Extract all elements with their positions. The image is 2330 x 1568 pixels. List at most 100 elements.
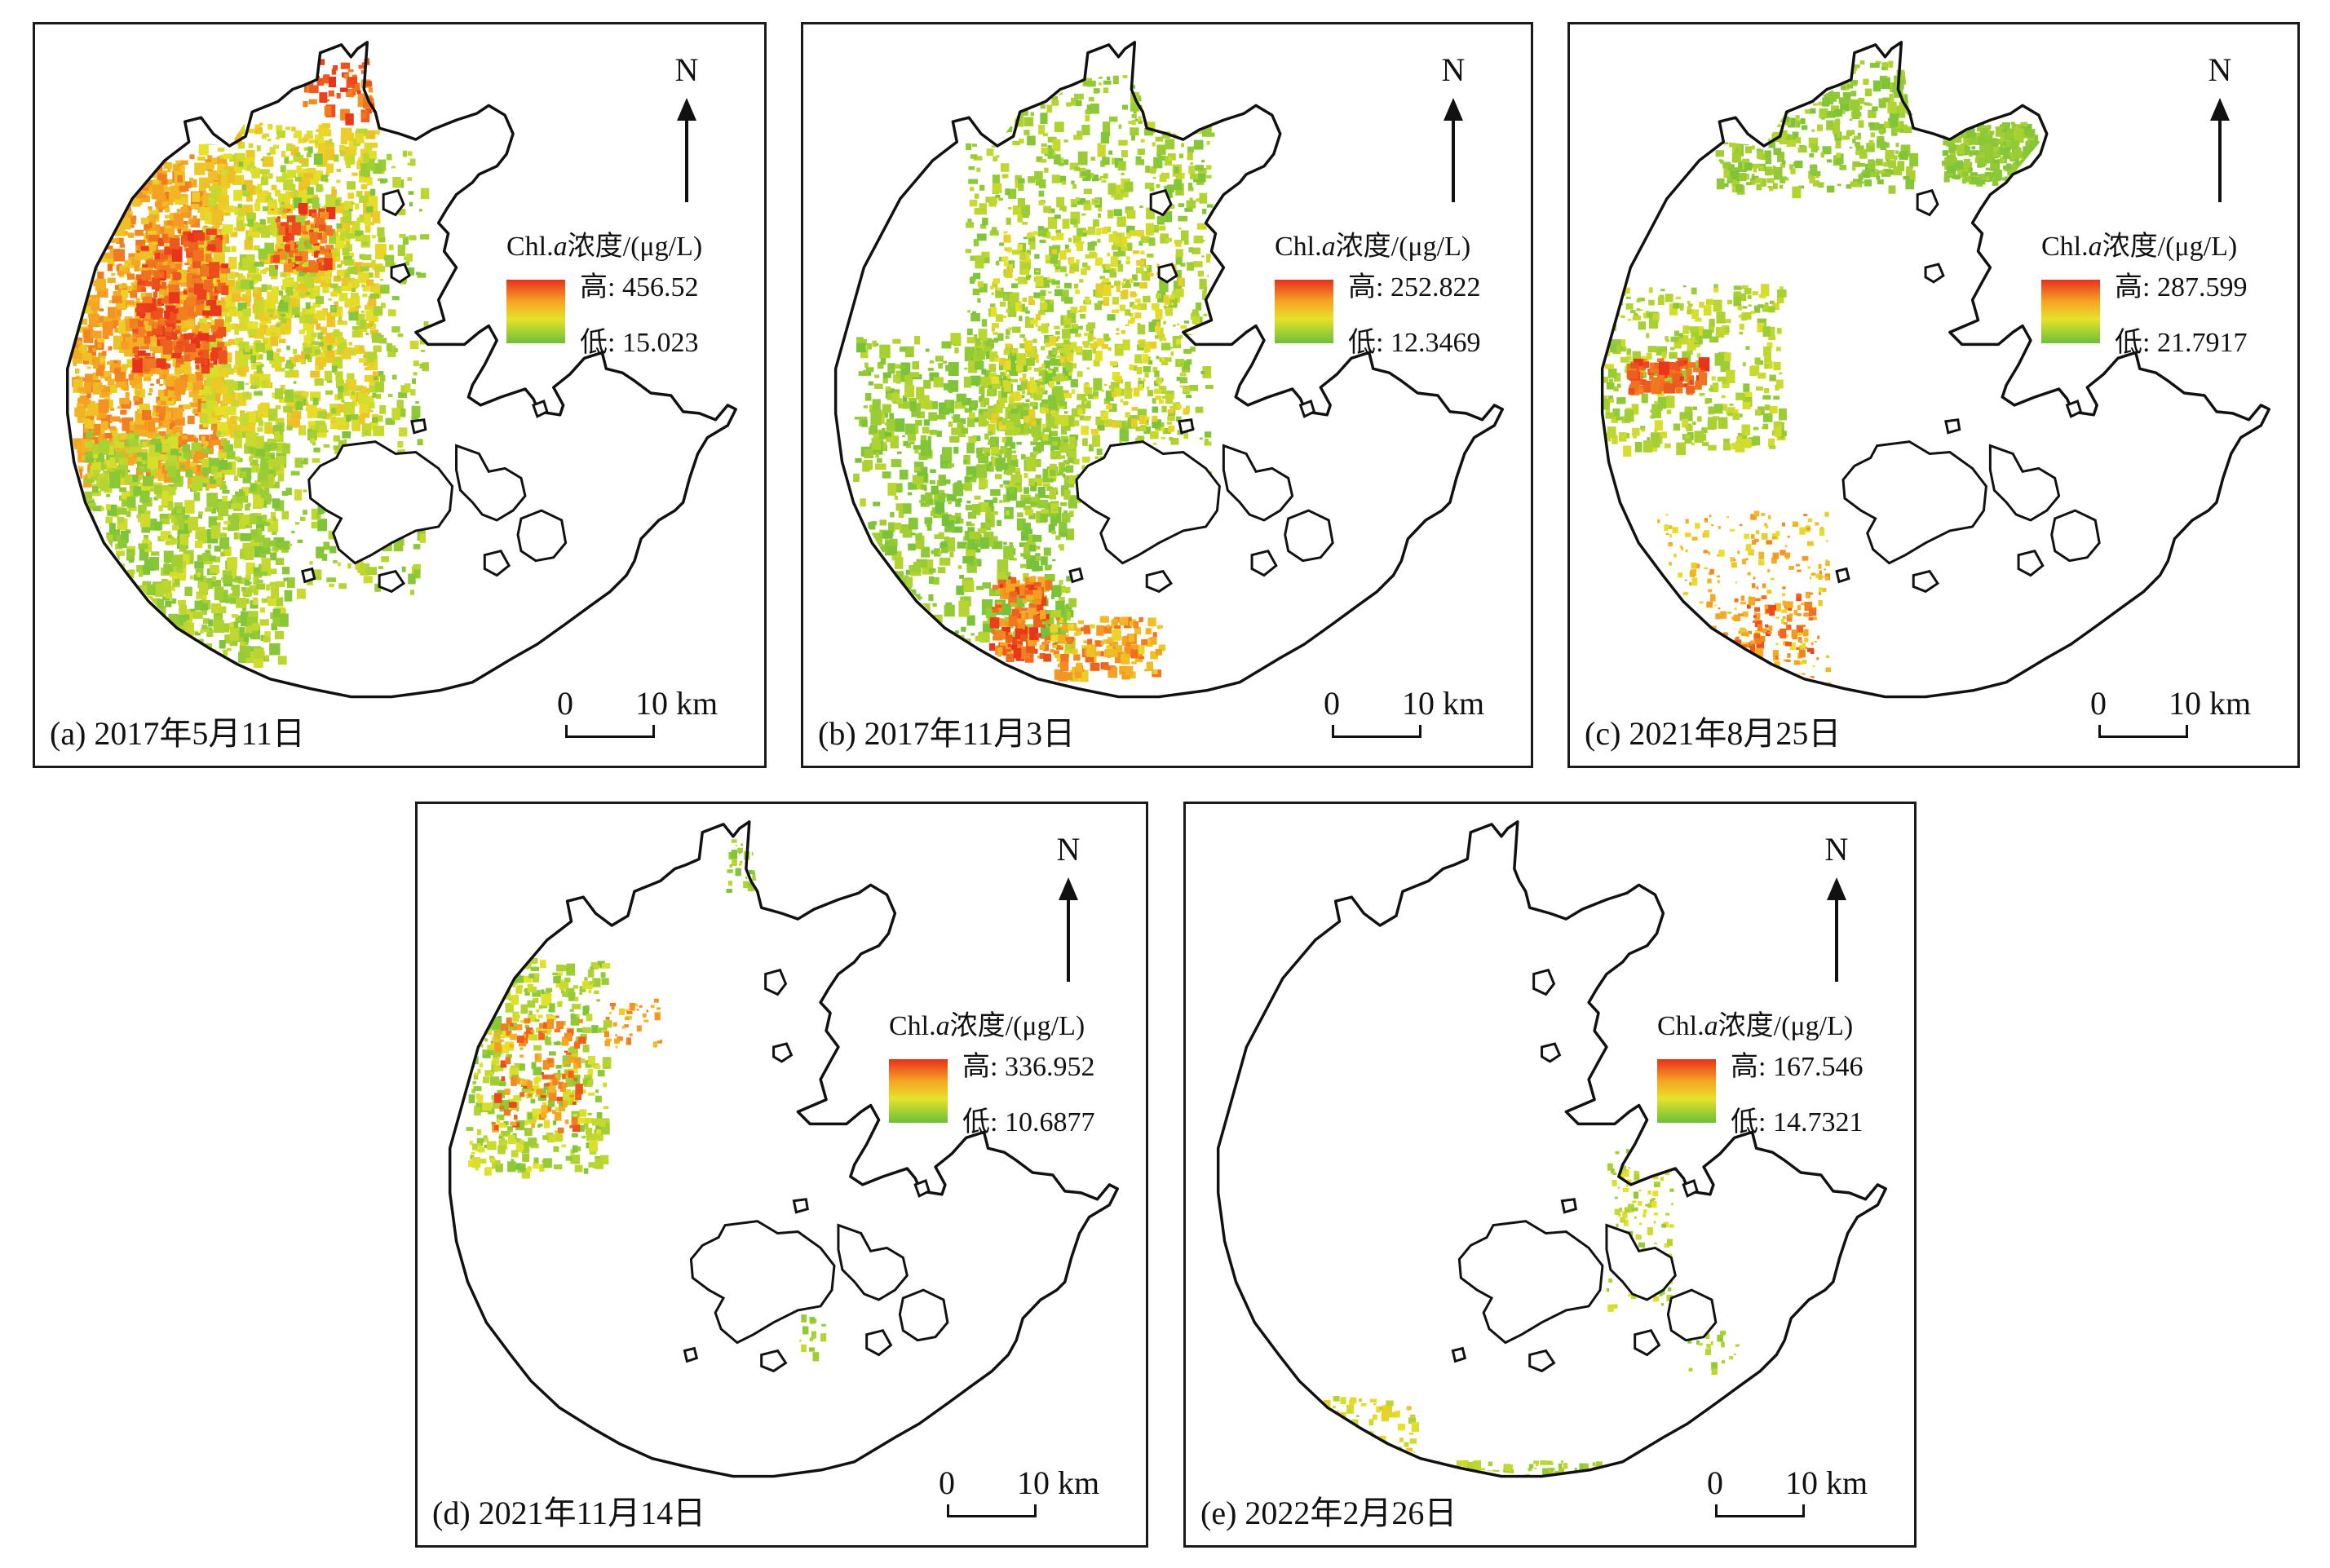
chl-pixel bbox=[217, 342, 225, 348]
chl-pixel bbox=[107, 197, 113, 202]
chl-pixel bbox=[252, 222, 263, 232]
chl-pixel bbox=[1062, 512, 1071, 523]
chl-pixel bbox=[117, 651, 129, 665]
chl-pixel bbox=[397, 333, 404, 338]
chl-pixel bbox=[94, 298, 98, 303]
chl-pixel bbox=[280, 328, 285, 335]
chl-pixel bbox=[130, 424, 137, 431]
chl-pixel bbox=[877, 616, 885, 622]
chl-pixel bbox=[335, 337, 345, 345]
chl-pixel bbox=[347, 373, 355, 383]
chl-pixel bbox=[259, 256, 265, 264]
chl-pixel bbox=[421, 350, 426, 352]
chl-pixel bbox=[895, 364, 900, 369]
chl-pixel bbox=[135, 240, 146, 245]
chl-pixel bbox=[1019, 542, 1028, 548]
chl-pixel bbox=[192, 408, 199, 414]
chl-pixel bbox=[92, 484, 98, 488]
chl-pixel bbox=[267, 495, 272, 502]
chl-pixel bbox=[891, 459, 902, 468]
chl-pixel bbox=[361, 254, 372, 261]
chl-pixel bbox=[92, 372, 99, 381]
chl-pixel bbox=[321, 554, 328, 561]
chl-pixel bbox=[287, 232, 294, 242]
chl-pixel bbox=[92, 179, 97, 183]
chl-pixel bbox=[311, 332, 317, 338]
chl-pixel bbox=[217, 156, 228, 164]
chl-pixel bbox=[325, 357, 329, 362]
chl-pixel bbox=[318, 342, 324, 347]
chl-pixel bbox=[233, 227, 238, 232]
chl-pixel bbox=[247, 280, 254, 289]
chl-pixel bbox=[1001, 174, 1009, 179]
chl-pixel bbox=[1095, 416, 1105, 426]
chl-pixel bbox=[1061, 467, 1070, 472]
chl-pixel bbox=[174, 379, 186, 395]
chl-pixel bbox=[100, 199, 105, 204]
chl-pixel bbox=[135, 467, 144, 478]
chl-pixel bbox=[1047, 136, 1057, 143]
chl-pixel bbox=[281, 151, 286, 157]
chl-pixel bbox=[172, 524, 179, 531]
chl-pixel bbox=[885, 638, 896, 654]
chl-pixel bbox=[930, 639, 935, 643]
chl-pixel bbox=[877, 361, 884, 369]
chl-pixel bbox=[183, 320, 194, 328]
chl-pixel bbox=[275, 366, 281, 372]
chl-pixel bbox=[337, 269, 345, 276]
chl-pixel bbox=[183, 204, 189, 213]
chl-pixel bbox=[78, 169, 90, 175]
chl-pixel bbox=[285, 143, 293, 152]
chl-pixel bbox=[1172, 325, 1176, 327]
chl-pixel bbox=[253, 245, 260, 251]
chl-pixel bbox=[331, 189, 337, 197]
chl-pixel bbox=[1131, 119, 1136, 126]
chl-pixel bbox=[262, 156, 274, 167]
chl-pixel bbox=[245, 562, 255, 575]
chl-pixel bbox=[308, 99, 317, 104]
chl-pixel bbox=[866, 342, 872, 350]
chl-pixel bbox=[360, 266, 369, 272]
chl-pixel bbox=[143, 640, 153, 653]
chl-pixel bbox=[107, 206, 117, 214]
chl-pixel bbox=[190, 219, 201, 227]
chl-pixel bbox=[261, 480, 269, 487]
chl-pixel bbox=[132, 603, 141, 615]
chl-pixel bbox=[257, 579, 263, 584]
chl-pixel bbox=[347, 77, 358, 84]
chl-pixel bbox=[153, 622, 157, 627]
chl-pixel bbox=[76, 183, 84, 195]
chl-pixel bbox=[1072, 408, 1080, 417]
chl-pixel bbox=[135, 155, 143, 166]
chl-pixel bbox=[1024, 509, 1034, 516]
chl-pixel bbox=[1062, 219, 1070, 229]
chl-pixel bbox=[1087, 242, 1095, 251]
chl-pixel bbox=[119, 614, 127, 623]
chl-pixel bbox=[118, 418, 125, 423]
chl-pixel bbox=[1015, 179, 1024, 188]
chl-pixel bbox=[951, 417, 955, 419]
chl-pixel bbox=[966, 143, 972, 151]
chl-pixel bbox=[254, 202, 261, 211]
chl-pixel bbox=[284, 244, 290, 253]
chl-pixel bbox=[986, 389, 996, 397]
chl-pixel bbox=[101, 554, 109, 566]
chl-pixel bbox=[219, 532, 228, 537]
chl-pixel bbox=[356, 313, 365, 325]
chl-pixel bbox=[163, 550, 174, 563]
chl-pixel bbox=[969, 531, 980, 540]
chl-pixel bbox=[100, 161, 106, 168]
chl-pixel bbox=[1077, 371, 1083, 378]
chl-pixel bbox=[170, 412, 176, 417]
chl-pixel bbox=[205, 303, 214, 308]
chl-pixel bbox=[335, 202, 345, 214]
chl-pixel bbox=[1019, 395, 1025, 399]
chl-pixel bbox=[312, 197, 320, 209]
chl-pixel bbox=[86, 274, 91, 277]
chl-pixel bbox=[106, 534, 113, 544]
chl-pixel bbox=[82, 253, 91, 265]
chl-pixel bbox=[900, 362, 911, 375]
chl-pixel bbox=[99, 479, 109, 492]
chl-pixel bbox=[351, 330, 360, 338]
chl-pixel bbox=[316, 513, 321, 519]
